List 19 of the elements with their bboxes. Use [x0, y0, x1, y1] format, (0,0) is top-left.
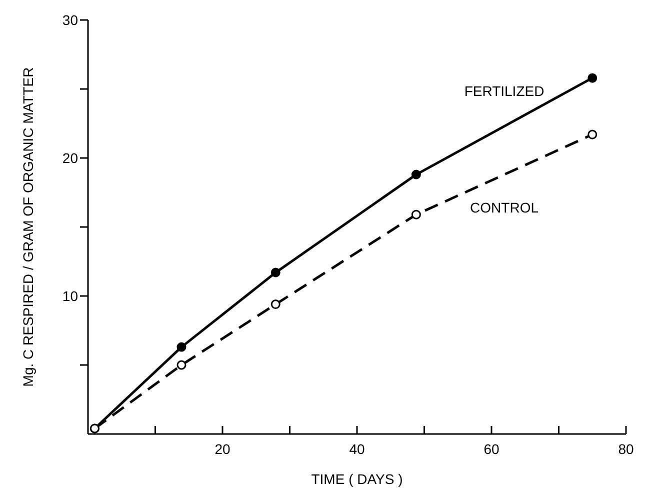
- point: [411, 210, 421, 220]
- point: [588, 130, 598, 140]
- x-axis-title: TIME ( DAYS ): [311, 471, 403, 487]
- x-tick-label: 20: [214, 440, 230, 457]
- point: [588, 73, 598, 83]
- point: [270, 268, 280, 278]
- y-tick-label: 10: [62, 288, 78, 304]
- series-label: FERTILIZED: [464, 82, 544, 99]
- y-tick-label: 30: [62, 12, 78, 28]
- point: [176, 342, 186, 352]
- x-tick-label: 60: [484, 440, 500, 457]
- y-axis-title: Mg. C RESPIRED / GRAM OF ORGANIC MATTER: [20, 67, 36, 387]
- point: [411, 170, 421, 180]
- point: [270, 300, 280, 310]
- y-tick-label: 20: [62, 150, 78, 166]
- point: [176, 360, 186, 370]
- x-tick-label: 80: [618, 440, 634, 457]
- series-label: CONTROL: [470, 199, 539, 216]
- x-tick-label: 40: [349, 440, 365, 457]
